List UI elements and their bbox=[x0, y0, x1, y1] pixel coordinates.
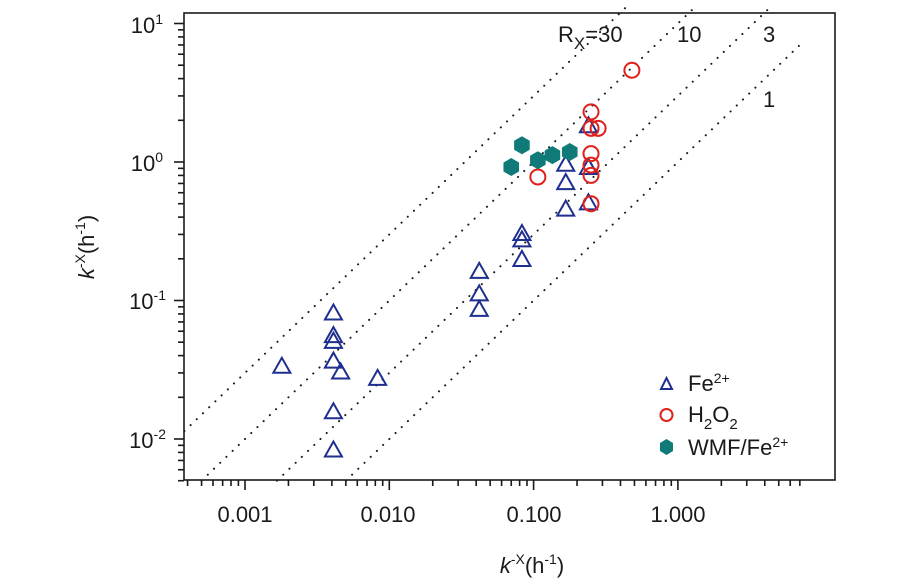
x-tick-label: 0.001 bbox=[217, 502, 272, 527]
data-point-wmf-fe2 bbox=[503, 158, 520, 177]
y-axis-label: k-X(h-1) bbox=[72, 215, 99, 279]
data-point-h2o2 bbox=[582, 195, 600, 213]
x-tick-label: 1.000 bbox=[650, 502, 705, 527]
y-tick-labels: 101 100 10-1 10-2 bbox=[129, 11, 166, 453]
data-point-fe2 bbox=[323, 439, 344, 458]
legend-item-wmf: WMF/Fe2+ bbox=[660, 434, 788, 460]
legend-circle-icon bbox=[659, 408, 674, 422]
data-point-fe2 bbox=[323, 350, 344, 369]
data-point-fe2 bbox=[511, 229, 533, 248]
ref-label-10: 10 bbox=[677, 22, 701, 47]
x-tick-label: 0.010 bbox=[360, 502, 415, 527]
y-axis-ticks bbox=[174, 22, 184, 482]
data-point-h2o2 bbox=[529, 168, 547, 186]
x-axis-label: k-X(h-1) bbox=[500, 551, 564, 578]
data-point-fe2 bbox=[323, 325, 344, 344]
legend-hexagon-icon bbox=[660, 439, 673, 455]
y-tick-label: 100 bbox=[131, 149, 163, 176]
data-point-h2o2 bbox=[582, 166, 600, 184]
data-point-h2o2 bbox=[589, 119, 607, 137]
reference-lines bbox=[183, 6, 806, 482]
data-point-fe2 bbox=[555, 172, 576, 191]
ref-label-30: RX=30 bbox=[558, 22, 623, 53]
data-point-h2o2 bbox=[582, 119, 600, 137]
data-point-wmf-fe2 bbox=[514, 136, 530, 155]
data-point-fe2 bbox=[323, 401, 344, 420]
ref-label-1: 1 bbox=[763, 87, 775, 112]
x-axis-ticks bbox=[186, 480, 801, 490]
legend-triangle-icon bbox=[659, 375, 674, 390]
y-tick-label: 101 bbox=[131, 11, 163, 38]
data-point-h2o2 bbox=[582, 145, 600, 163]
legend-item-fe2: Fe2+ bbox=[659, 370, 730, 396]
data-point-h2o2 bbox=[623, 61, 641, 79]
data-point-fe2 bbox=[271, 355, 293, 374]
data-point-fe2 bbox=[323, 330, 344, 349]
data-point-h2o2 bbox=[582, 103, 600, 121]
legend-item-h2o2: H2O2 bbox=[659, 402, 738, 433]
y-tick-label: 10-2 bbox=[129, 426, 166, 453]
data-point-wmf-fe2 bbox=[544, 146, 561, 165]
reference-line-ratio-1 bbox=[344, 39, 806, 482]
data-point-fe2 bbox=[511, 248, 533, 267]
data-point-fe2 bbox=[469, 298, 490, 317]
legend-label-fe2: Fe2+ bbox=[688, 370, 730, 396]
y-tick-label: 10-1 bbox=[129, 287, 166, 314]
reference-line-ratio-10 bbox=[200, 6, 696, 482]
data-point-fe2 bbox=[511, 223, 533, 242]
data-point-h2o2 bbox=[582, 156, 600, 174]
data-point-fe2 bbox=[367, 367, 388, 386]
legend-label-h2o2: H2O2 bbox=[688, 402, 738, 433]
reference-line-ratio-30 bbox=[183, 6, 627, 433]
data-point-fe2 bbox=[330, 361, 351, 380]
data-point-fe2 bbox=[555, 198, 576, 217]
reference-line-labels: RX=30 10 3 1 bbox=[558, 22, 775, 112]
data-point-fe2 bbox=[469, 260, 490, 279]
ref-label-3: 3 bbox=[763, 22, 775, 47]
data-point-fe2 bbox=[323, 302, 344, 321]
x-tick-labels: 0.001 0.010 0.100 1.000 bbox=[217, 502, 705, 527]
plot-frame bbox=[183, 12, 836, 481]
data-markers bbox=[271, 61, 641, 458]
data-point-fe2 bbox=[555, 153, 576, 172]
data-point-wmf-fe2 bbox=[530, 151, 546, 170]
x-tick-label: 0.100 bbox=[506, 502, 561, 527]
data-point-fe2 bbox=[469, 283, 490, 302]
data-point-wmf-fe2 bbox=[561, 143, 578, 162]
legend-label-wmf: WMF/Fe2+ bbox=[688, 434, 788, 460]
legend: Fe2+ H2O2 WMF/Fe2+ bbox=[659, 370, 788, 460]
